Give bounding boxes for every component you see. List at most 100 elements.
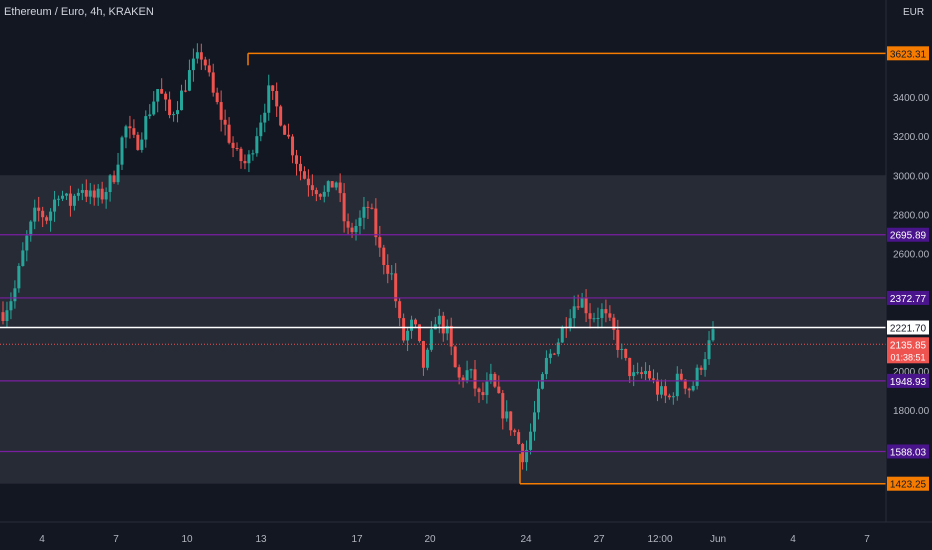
- candle-body: [390, 273, 394, 275]
- candle-body: [243, 161, 247, 164]
- candle-body: [378, 237, 382, 248]
- candle-body: [421, 341, 425, 368]
- candle-body: [183, 90, 187, 92]
- time-axis[interactable]: 4 7 10 13 17 20 24 27 12:00 Jun 4 7: [39, 534, 870, 545]
- price-tag-label: 1423.25: [890, 480, 927, 491]
- candle-body: [703, 359, 707, 370]
- countdown-label: 01:38:51: [890, 352, 925, 362]
- candle-body: [616, 329, 620, 350]
- candle-body: [160, 89, 164, 94]
- x-tick-label: 27: [593, 534, 605, 545]
- price-labels: 3623.31 2695.89 2372.77 2221.70 1948.93 1588.…: [887, 46, 929, 491]
- candle-body: [144, 116, 148, 140]
- candle-body: [580, 297, 584, 308]
- candle-body: [259, 122, 263, 137]
- candle-body: [501, 393, 505, 419]
- candle-body: [687, 388, 691, 391]
- level-lines: [0, 52, 886, 485]
- x-tick-label: 4: [790, 534, 796, 545]
- candles: [1, 43, 715, 471]
- candle-body: [88, 190, 92, 197]
- last-price-tag: [887, 337, 929, 364]
- price-tag-label: 1948.93: [890, 377, 927, 388]
- candle-body: [417, 324, 421, 342]
- candle-body: [148, 114, 152, 117]
- price-tag-label: 2372.77: [890, 294, 927, 305]
- candle-body: [25, 235, 29, 251]
- candle-body: [572, 306, 576, 319]
- candle-body: [227, 124, 231, 143]
- candle-body: [437, 315, 441, 325]
- candle-body: [132, 128, 136, 135]
- price-tag: [887, 320, 929, 335]
- candle-body: [679, 373, 683, 380]
- candle-body: [96, 188, 100, 198]
- candle-body: [342, 193, 346, 222]
- candle-body: [84, 190, 88, 197]
- y-tick-label: 3400.00: [893, 93, 930, 104]
- x-tick-label: 4: [39, 534, 45, 545]
- candle-body: [275, 91, 279, 107]
- candle-body: [68, 193, 72, 206]
- candle-body: [140, 139, 144, 150]
- candle-body: [370, 207, 374, 209]
- candle-body: [560, 326, 564, 343]
- candle-body: [584, 297, 588, 314]
- candle-body: [548, 353, 552, 358]
- y-tick-label: 2800.00: [893, 210, 930, 221]
- candle-body: [382, 247, 386, 265]
- candle-body: [358, 217, 362, 226]
- candle-body: [529, 431, 533, 450]
- symbol-title[interactable]: Ethereum / Euro, 4h, KRAKEN: [4, 6, 154, 18]
- candle-body: [326, 181, 330, 192]
- candle-body: [120, 137, 124, 165]
- candle-body: [640, 372, 644, 375]
- candle-body: [473, 369, 477, 389]
- candle-body: [374, 208, 378, 238]
- candle-body: [251, 153, 255, 155]
- x-tick-label: 20: [424, 534, 436, 545]
- x-tick-label: 7: [864, 534, 870, 545]
- candle-body: [108, 175, 112, 193]
- candle-body: [410, 319, 414, 331]
- candle-body: [306, 178, 310, 186]
- candle-body: [104, 192, 108, 200]
- candle-body: [60, 195, 64, 199]
- x-tick-label: 13: [255, 534, 267, 545]
- candle-body: [655, 379, 659, 395]
- candle-body: [366, 206, 370, 208]
- x-tick-label: 12:00: [647, 534, 672, 545]
- candle-body: [644, 370, 648, 375]
- price-axis[interactable]: 1800.00 2000.00 2600.00 2800.00 3000.00 3200.…: [893, 93, 930, 417]
- candle-body: [671, 396, 675, 398]
- candle-body: [215, 92, 219, 103]
- candle-body: [652, 378, 656, 380]
- candle-body: [453, 346, 457, 368]
- price-tag: [887, 373, 929, 388]
- candle-body: [231, 142, 235, 149]
- candle-body: [354, 225, 358, 233]
- candle-body: [53, 199, 57, 212]
- y-tick-label: 3000.00: [893, 171, 930, 182]
- candle-body: [648, 370, 652, 379]
- candle-body: [112, 175, 116, 183]
- candle-body: [263, 112, 267, 123]
- candle-body: [691, 385, 695, 391]
- candle-body: [37, 207, 41, 211]
- candle-body: [310, 185, 314, 191]
- candle-body: [517, 432, 521, 444]
- candle-body: [203, 59, 207, 66]
- candle-body: [608, 313, 612, 318]
- candle-body: [33, 207, 37, 222]
- candle-body: [1, 312, 5, 321]
- candle-body: [45, 217, 49, 221]
- candle-body: [235, 148, 239, 150]
- candle-body: [513, 430, 517, 433]
- candle-body: [533, 412, 537, 432]
- candle-body: [683, 379, 687, 389]
- candle-body: [76, 192, 80, 196]
- candle-body: [449, 325, 453, 347]
- candle-body: [707, 340, 711, 360]
- candle-body: [485, 381, 489, 396]
